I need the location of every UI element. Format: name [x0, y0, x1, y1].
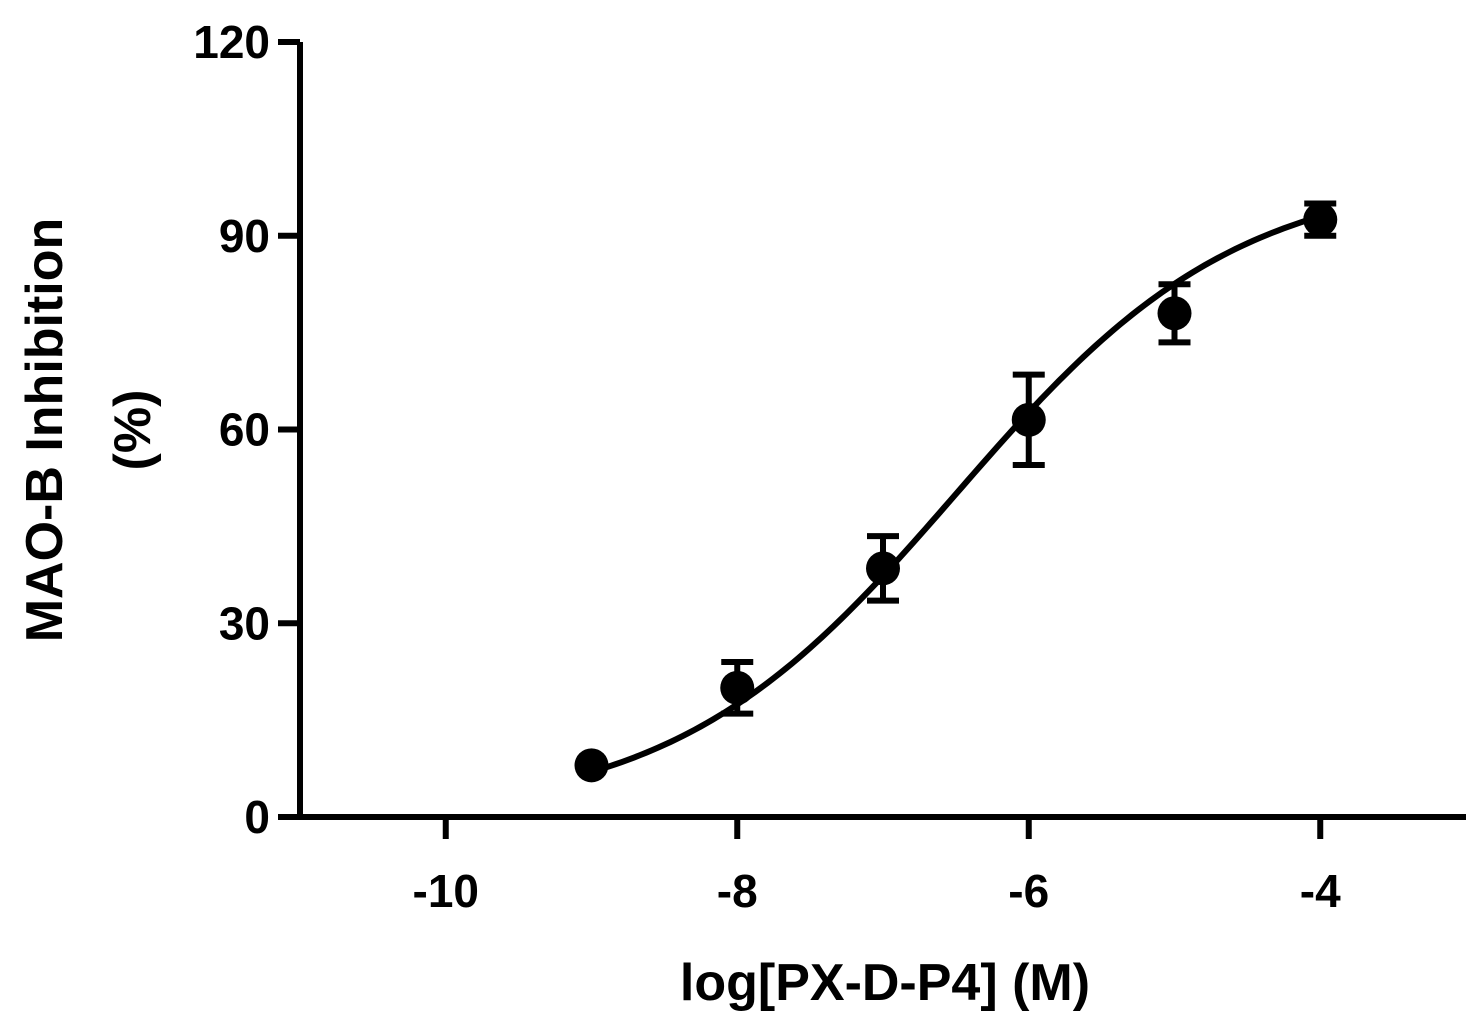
y-tick-label: 120 — [193, 16, 270, 68]
data-point — [720, 670, 755, 705]
y-axis-title-line: (%) — [104, 390, 162, 471]
y-tick-label: 30 — [219, 597, 270, 649]
y-tick-label: 90 — [219, 210, 270, 262]
axes: 0 30 60 90 120 -10 -8 -6 -4 — [193, 16, 1466, 917]
y-axis-title: MAO-B Inhibition (%) — [16, 218, 162, 643]
y-axis-title-line: MAO-B Inhibition — [16, 218, 74, 643]
x-axis-title: log[PX-D-P4] (M) — [680, 954, 1090, 1012]
data-point — [1303, 202, 1338, 237]
fit-curve-layer — [590, 213, 1322, 775]
x-tick-label: -6 — [1008, 865, 1049, 917]
x-tick-label: -4 — [1300, 865, 1341, 917]
fit-curve — [590, 213, 1322, 775]
y-tick-label: 0 — [244, 791, 270, 843]
data-point — [1011, 402, 1046, 437]
data-point — [574, 748, 609, 783]
x-tick-label: -10 — [413, 865, 479, 917]
data-points-layer — [574, 200, 1338, 783]
data-point — [866, 551, 900, 586]
x-tick-label: -8 — [717, 865, 758, 917]
y-tick-label: 60 — [219, 404, 270, 456]
data-point — [1157, 296, 1192, 331]
